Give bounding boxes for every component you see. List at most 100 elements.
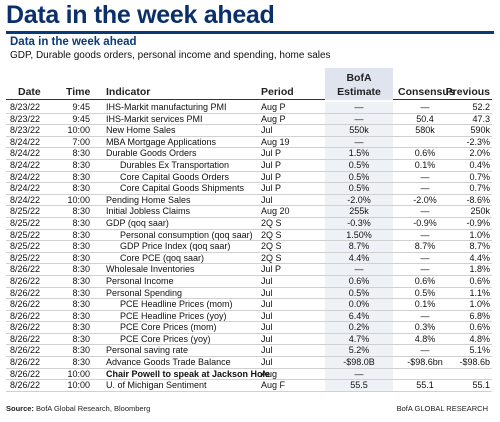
previous-cell: 0.7% <box>469 183 490 194</box>
consensus-cell: — <box>420 206 430 217</box>
previous-cell: 250k <box>470 206 490 217</box>
previous-cell: -8.6% <box>466 194 490 205</box>
consensus-cell: — <box>420 264 430 275</box>
date-cell: 8/26/22 <box>10 345 41 356</box>
date-cell: 8/26/22 <box>10 333 41 344</box>
date-cell: 8/25/22 <box>10 252 41 263</box>
estimate-cell: 5.2% <box>325 345 393 357</box>
date-cell: 8/25/22 <box>10 206 41 217</box>
previous-cell: 0.6% <box>469 275 490 286</box>
indicator-cell: Core PCE (qoq saar) <box>120 252 205 263</box>
period-cell: Aug 20 <box>261 206 290 217</box>
col-date: Date <box>18 86 41 98</box>
table-row: 8/24/22 8:30 Durables Ex Transportation Jul… <box>6 159 492 172</box>
indicator-cell: Personal Spending <box>106 287 183 298</box>
consensus-cell: 50.4 <box>416 113 434 124</box>
indicator-cell: Durables Ex Transportation <box>120 159 230 170</box>
estimate-cell: — <box>325 264 393 275</box>
period-cell: Jul P <box>261 148 282 159</box>
date-cell: 8/25/22 <box>10 217 41 228</box>
source-text: BofA Global Research, Bloomberg <box>36 404 151 413</box>
date-cell: 8/23/22 <box>10 125 41 136</box>
footer: Source: BofA Global Research, Bloomberg … <box>6 404 492 413</box>
previous-cell: 2.0% <box>469 148 490 159</box>
period-cell: Jul <box>261 299 273 310</box>
indicator-cell: GDP (qoq saar) <box>106 217 169 228</box>
table-row: 8/25/22 8:30 GDP (qoq saar) 2Q S -0.3% -0.9% -… <box>6 217 492 230</box>
credit: BofA GLOBAL RESEARCH <box>396 404 488 413</box>
period-cell: 2Q S <box>261 229 282 240</box>
time-cell: 8:30 <box>72 159 90 170</box>
period-cell: 2Q S <box>261 241 282 252</box>
period-cell: Jul P <box>261 264 282 275</box>
consensus-cell: — <box>420 310 430 321</box>
indicator-cell: Personal saving rate <box>106 345 189 356</box>
previous-cell: 5.1% <box>469 345 490 356</box>
previous-cell: 1.0% <box>469 299 490 310</box>
col-period: Period <box>261 86 294 98</box>
period-cell: Aug P <box>261 113 286 124</box>
consensus-cell: 4.8% <box>414 333 436 344</box>
table-row: 8/26/22 8:30 Personal Spending Jul 0.5% 0.5% 1… <box>6 287 492 300</box>
period-cell: Jul P <box>261 183 282 194</box>
previous-cell: -2.3% <box>466 136 490 147</box>
period-cell: Jul P <box>261 159 282 170</box>
time-cell: 8:30 <box>72 206 90 217</box>
estimate-cell: 8.7% <box>325 241 393 252</box>
consensus-cell: 0.1% <box>414 299 436 310</box>
period-cell: Jul <box>261 345 273 356</box>
period-cell: Aug <box>261 368 278 379</box>
consensus-cell: 55.1 <box>416 380 434 391</box>
table-row: 8/23/22 9:45 IHS-Markit services PMI Aug P —… <box>6 113 492 126</box>
indicator-cell: PCE Headline Prices (yoy) <box>120 310 227 321</box>
estimate-cell: 0.6% <box>325 275 393 287</box>
date-cell: 8/24/22 <box>10 159 41 170</box>
estimate-cell: 1.50% <box>325 229 393 241</box>
consensus-cell: — <box>420 345 430 356</box>
time-cell: 8:30 <box>72 183 90 194</box>
indicator-cell: Core Capital Goods Shipments <box>120 183 245 194</box>
date-cell: 8/26/22 <box>10 357 41 368</box>
source-label: Source: <box>6 404 34 413</box>
period-cell: Jul <box>261 333 273 344</box>
period-cell: 2Q S <box>261 252 282 263</box>
period-cell: Aug 19 <box>261 136 290 147</box>
previous-cell: 0.4% <box>469 159 490 170</box>
indicator-cell: U. of Michigan Sentiment <box>106 380 207 391</box>
consensus-cell: 0.1% <box>414 159 436 170</box>
estimate-cell: 0.5% <box>325 171 393 183</box>
period-cell: Aug P <box>261 102 286 112</box>
indicator-cell: GDP Price Index (qoq saar) <box>120 241 231 252</box>
table-row: 8/26/22 8:30 PCE Core Prices (yoy) Jul 4.7% 4… <box>6 333 492 346</box>
date-cell: 8/24/22 <box>10 136 41 147</box>
estimate-cell: — <box>325 368 393 380</box>
estimate-cell: 0.5% <box>325 159 393 171</box>
consensus-cell: -2.0% <box>413 194 437 205</box>
headline: Data in the week ahead <box>6 1 275 29</box>
estimate-cell: 0.2% <box>325 322 393 333</box>
estimate-cell: — <box>325 136 393 148</box>
date-cell: 8/26/22 <box>10 299 41 310</box>
date-cell: 8/24/22 <box>10 183 41 194</box>
table-row: 8/26/22 10:00 U. of Michigan Sentiment Aug … <box>6 380 492 392</box>
time-cell: 10:00 <box>67 380 90 391</box>
col-previous: Previous <box>445 86 490 98</box>
estimate-cell: 4.4% <box>325 252 393 264</box>
period-cell: Jul <box>261 357 273 368</box>
time-cell: 7:00 <box>72 136 90 147</box>
indicator-cell: Advance Goods Trade Balance <box>106 357 231 368</box>
table-row: 8/25/22 8:30 Personal consumption (qoq saa… <box>6 229 492 242</box>
time-cell: 8:30 <box>72 264 90 275</box>
date-cell: 8/25/22 <box>10 229 41 240</box>
estimate-column-highlight <box>325 68 393 100</box>
previous-cell: 6.8% <box>469 310 490 321</box>
estimate-cell: 0.5% <box>325 287 393 299</box>
previous-cell: 1.1% <box>469 287 490 298</box>
date-cell: 8/24/22 <box>10 194 41 205</box>
estimate-cell: 4.7% <box>325 333 393 345</box>
col-estimate-line1: BofA <box>346 72 372 84</box>
date-cell: 8/26/22 <box>10 322 41 333</box>
panel-subtitle: GDP, Durable goods orders, personal inco… <box>10 50 331 61</box>
table-row: 8/26/22 8:30 Wholesale Inventories Jul P — — 1… <box>6 264 492 276</box>
date-cell: 8/24/22 <box>10 171 41 182</box>
